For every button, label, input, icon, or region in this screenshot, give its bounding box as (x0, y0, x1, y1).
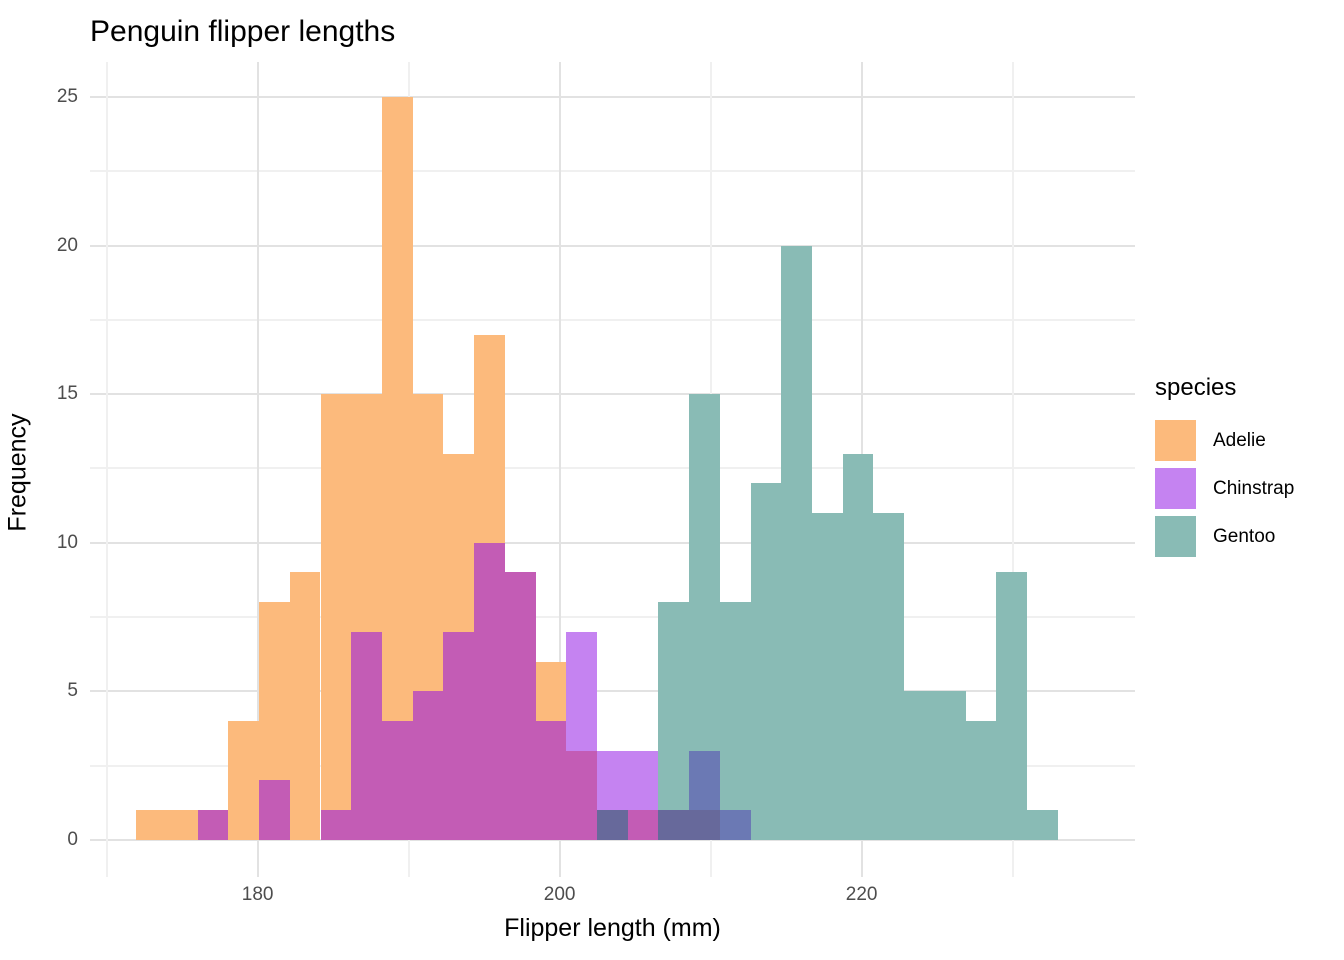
histogram-bar-segment (289, 572, 321, 840)
y-minor-gridline (90, 318, 1135, 321)
histogram-bar-segment (873, 512, 905, 840)
histogram-bar-segment (719, 810, 751, 840)
y-tick-label: 10 (56, 531, 78, 553)
y-major-gridline (90, 838, 1135, 841)
histogram-bar-segment (412, 691, 444, 840)
y-major-gridline (90, 541, 1135, 544)
y-minor-gridline (90, 615, 1135, 618)
legend-label: Adelie (1213, 429, 1266, 451)
histogram-bar-segment (474, 542, 505, 840)
histogram-bar-segment (627, 810, 659, 840)
y-axis-title: Frequency (3, 413, 32, 532)
legend-swatch-adelie-icon (1155, 420, 1196, 461)
y-tick-label: 20 (56, 234, 78, 256)
y-tick-label: 0 (67, 828, 78, 850)
x-tick-label: 180 (241, 884, 274, 905)
plot-panel (90, 62, 1135, 877)
histogram-bar-segment (904, 691, 935, 840)
histogram-bar-segment (658, 810, 690, 840)
histogram-bar-segment (535, 720, 567, 840)
legend-entry: Gentoo (1155, 516, 1294, 557)
legend-entries: Adelie Chinstrap Gentoo (1155, 420, 1294, 557)
y-tick-label: 25 (56, 86, 78, 108)
y-minor-gridline (90, 170, 1135, 173)
histogram-bar-segment (259, 780, 290, 840)
plot-title: Penguin flipper lengths (90, 15, 396, 48)
histogram-bar-segment (596, 810, 628, 840)
histogram-bar-segment (996, 572, 1027, 840)
histogram-bar-segment (689, 750, 720, 811)
histogram-bar-segment (320, 810, 352, 840)
legend-label: Chinstrap (1213, 477, 1295, 499)
y-major-gridline (90, 690, 1135, 693)
y-minor-gridline (90, 467, 1135, 470)
histogram-bar-segment (504, 572, 536, 840)
histogram-bar-segment (934, 691, 966, 840)
histogram-bar-segment (965, 720, 997, 840)
histogram-bar-segment (627, 750, 659, 811)
histogram-bar-segment (320, 394, 352, 811)
legend-swatch-chinstrap-icon (1155, 468, 1196, 509)
x-tick-label: 220 (845, 884, 878, 905)
histogram-bar-segment (689, 810, 720, 840)
histogram-bar-segment (351, 631, 382, 840)
histogram-bar-segment (443, 453, 475, 632)
histogram-bar-segment (381, 720, 413, 840)
x-minor-gridline (105, 62, 108, 877)
histogram-bar-segment (443, 631, 475, 840)
y-major-gridline (90, 393, 1135, 396)
legend: species Adelie Chinstrap Gentoo (1155, 374, 1294, 564)
histogram-bar-segment (566, 750, 597, 840)
histogram-bar-segment (474, 334, 505, 543)
histogram-bar-segment (566, 631, 597, 751)
x-axis-title: Flipper length (mm) (504, 914, 721, 942)
legend-swatch-gentoo-icon (1155, 516, 1196, 557)
histogram-bar-segment (842, 453, 874, 840)
y-tick-label: 5 (67, 680, 78, 702)
histogram-bar-segment (535, 661, 567, 721)
histogram-bar-segment (166, 810, 198, 840)
x-tick-label: 200 (543, 884, 576, 905)
histogram-bar-segment (596, 750, 628, 811)
y-major-gridline (90, 96, 1135, 99)
legend-entry: Adelie (1155, 420, 1294, 461)
histogram-bar-segment (412, 394, 444, 692)
histogram-bar-segment (719, 602, 751, 811)
histogram-bar-segment (351, 394, 382, 632)
histogram-bar-segment (228, 720, 260, 840)
histogram-bar-segment (781, 245, 812, 840)
histogram-bar-segment (689, 394, 720, 751)
histogram-bar-segment (658, 602, 690, 811)
histogram-bar-segment (811, 512, 843, 840)
histogram-bar-segment (259, 602, 290, 781)
legend-entry: Chinstrap (1155, 468, 1294, 509)
histogram-bar-segment (136, 810, 167, 840)
histogram-bar-segment (1026, 810, 1058, 840)
histogram-bar-segment (197, 810, 229, 840)
legend-title: species (1155, 374, 1237, 401)
legend-label: Gentoo (1213, 525, 1276, 547)
x-minor-gridline (1011, 62, 1014, 877)
x-major-gridline (256, 62, 259, 877)
y-major-gridline (90, 244, 1135, 247)
histogram-bar-segment (381, 97, 413, 721)
x-major-gridline (558, 62, 561, 877)
histogram-bar-segment (750, 483, 782, 840)
y-tick-label: 15 (56, 383, 78, 405)
